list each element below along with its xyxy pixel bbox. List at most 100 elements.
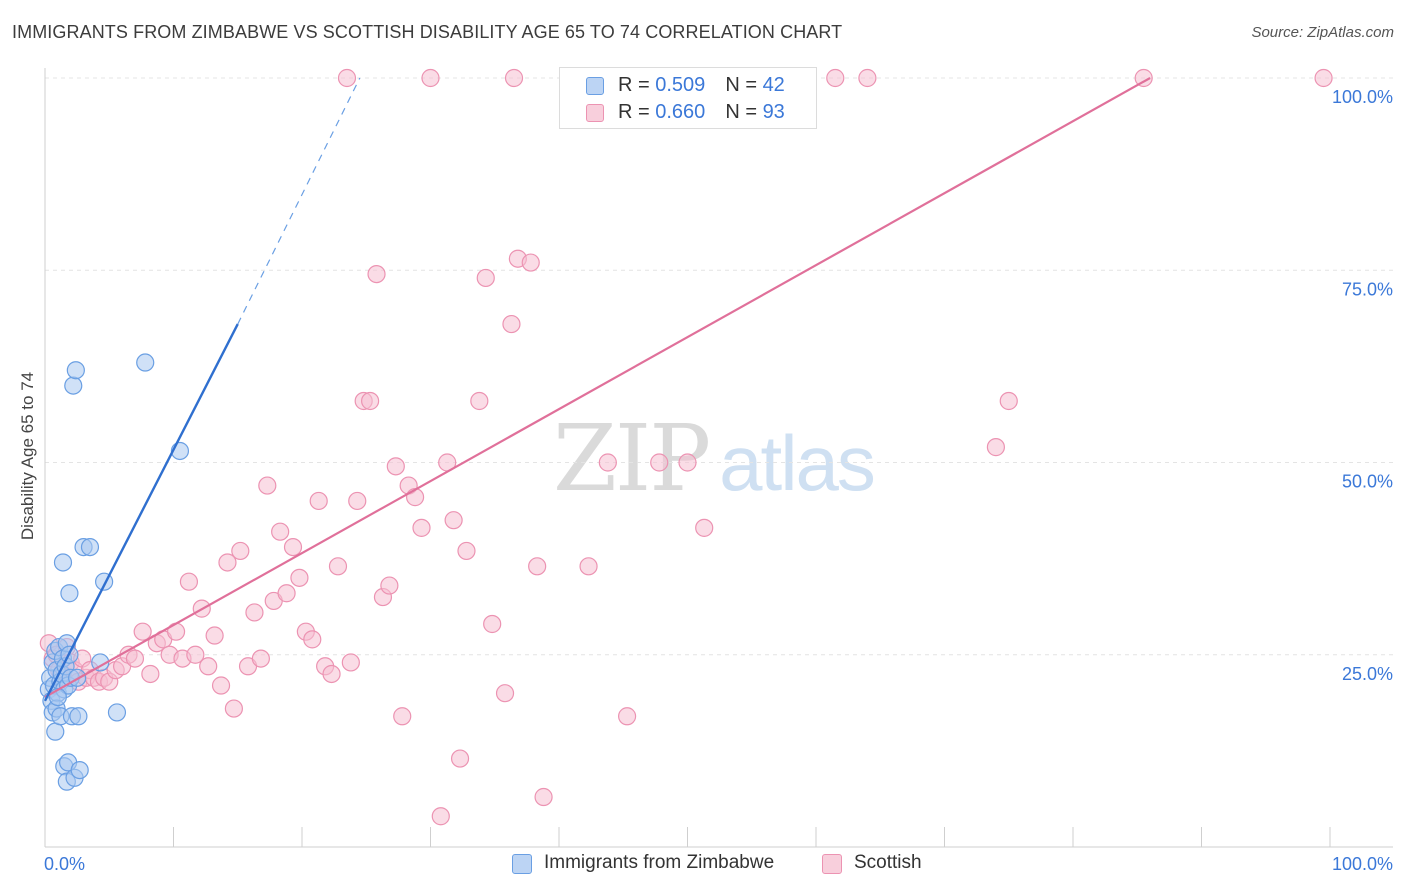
data-point (483, 614, 502, 634)
data-point (367, 264, 386, 284)
data-point (457, 541, 476, 561)
data-point (412, 518, 431, 537)
data-point (826, 68, 845, 88)
data-point (231, 541, 250, 561)
data-point (495, 684, 515, 703)
y-tick-label: 75.0% (1342, 279, 1393, 299)
data-point (476, 268, 495, 288)
data-point (1314, 68, 1333, 88)
data-point (528, 557, 547, 576)
tick-labels: 25.0% 50.0% 75.0% 100.0% 0.0% 100.0% (44, 87, 1393, 874)
r-value: 0.509 (655, 74, 706, 96)
data-point (502, 314, 521, 334)
data-point (205, 626, 224, 645)
data-point (283, 537, 303, 557)
data-point (136, 353, 155, 372)
data-point (598, 453, 617, 472)
legend-swatch-blue (512, 854, 532, 874)
scottish-trend-line (44, 77, 1151, 699)
data-point (60, 584, 79, 603)
data-point (579, 557, 598, 576)
n-value: 93 (762, 101, 785, 123)
data-point (348, 491, 367, 511)
legend-swatch-pink (586, 104, 604, 122)
data-point (258, 476, 277, 495)
data-point (141, 664, 160, 684)
data-point (999, 391, 1018, 411)
legend-swatch-pink (822, 854, 842, 874)
y-tick-label: 50.0% (1342, 472, 1393, 492)
data-point (361, 391, 380, 411)
r-label: R = (618, 101, 656, 123)
data-point (211, 676, 231, 695)
data-point (66, 361, 85, 380)
data-point (179, 572, 199, 591)
data-point (431, 807, 450, 826)
data-point (618, 707, 637, 726)
data-point (69, 707, 88, 726)
data-point (450, 749, 470, 768)
data-point (251, 649, 270, 668)
grid-lines (45, 77, 1393, 656)
n-label: N = (725, 101, 763, 123)
data-point (678, 453, 697, 472)
data-point (534, 787, 553, 807)
data-point (650, 453, 669, 472)
data-point (521, 253, 540, 272)
data-point (125, 649, 145, 668)
data-point (290, 568, 309, 587)
axes (44, 68, 1393, 848)
data-point (53, 553, 73, 572)
n-value: 42 (762, 74, 785, 96)
data-point (277, 584, 296, 603)
data-point (328, 557, 348, 576)
zimbabwe-trend-extension (237, 77, 361, 325)
trend-lines (43, 77, 1151, 702)
data-point (504, 68, 524, 88)
legend-label-scottish: Scottish (854, 852, 922, 873)
data-point (133, 622, 152, 641)
chart-title: IMMIGRANTS FROM ZIMBABWE VS SCOTTISH DIS… (12, 22, 843, 42)
x-tick-label: 100.0% (1332, 854, 1393, 874)
data-point (444, 511, 463, 530)
data-point (470, 391, 489, 411)
data-point (341, 653, 360, 672)
legend-label-zimbabwe: Immigrants from Zimbabwe (544, 852, 775, 873)
data-point (858, 68, 877, 88)
legend-text-scottish: R = 0.660 N = 93 (618, 101, 785, 124)
data-point (380, 576, 399, 595)
y-tick-label: 100.0% (1332, 87, 1393, 107)
data-point (80, 537, 100, 557)
data-point (986, 438, 1006, 457)
zimbabwe-points (39, 353, 190, 791)
correlation-legend: R = 0.509 N = 42 R = 0.660 N = 93 (559, 67, 817, 129)
data-point (218, 553, 237, 572)
data-point (199, 657, 218, 676)
data-point (107, 703, 127, 722)
data-point (70, 760, 89, 780)
data-point (386, 457, 405, 476)
legend-text-zimbabwe: R = 0.509 N = 42 (618, 74, 785, 97)
data-point (337, 68, 357, 88)
source-label: Source: ZipAtlas.com (1251, 24, 1394, 41)
data-point (322, 664, 341, 684)
data-point (271, 522, 290, 541)
data-point (303, 630, 322, 649)
data-point (224, 699, 243, 718)
data-point (309, 491, 328, 511)
r-value: 0.660 (655, 101, 706, 123)
data-point (64, 376, 83, 395)
data-point (46, 722, 65, 741)
data-point (405, 488, 425, 507)
r-label: R = (618, 74, 656, 96)
data-point (695, 518, 714, 537)
watermark: ZIP atlas (553, 405, 876, 512)
n-label: N = (725, 74, 763, 96)
y-tick-label: 25.0% (1342, 664, 1393, 684)
zimbabwe-trend-line (43, 323, 239, 702)
data-point (393, 707, 412, 726)
data-point (1134, 68, 1153, 88)
legend-swatch-blue (586, 77, 604, 95)
data-point (186, 645, 205, 664)
